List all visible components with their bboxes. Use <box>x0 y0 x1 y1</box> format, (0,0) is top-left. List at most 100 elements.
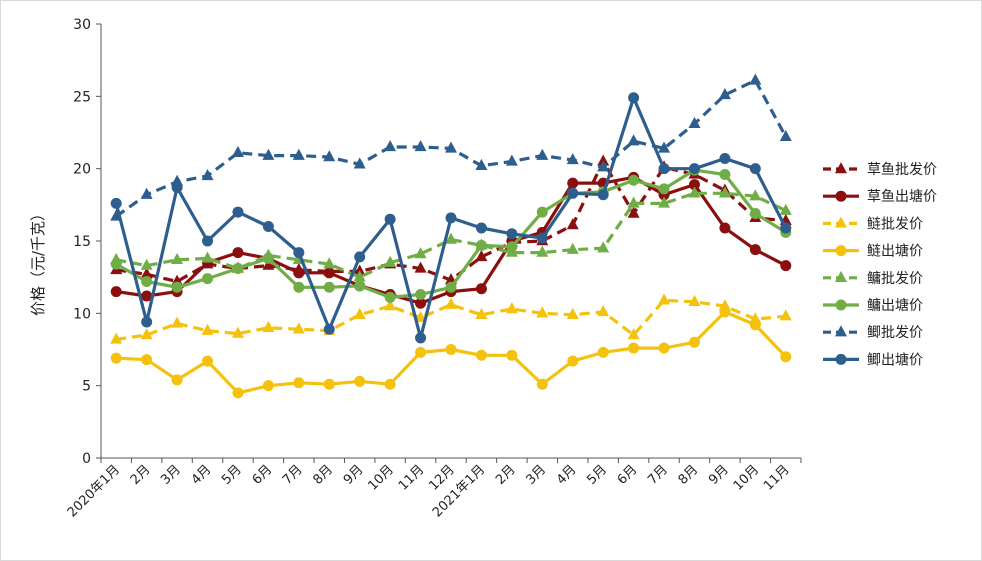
data-point <box>688 179 700 191</box>
legend-marker <box>835 270 847 282</box>
data-point <box>231 326 244 338</box>
data-point <box>262 258 275 270</box>
data-point <box>567 355 579 367</box>
data-point <box>171 374 183 386</box>
legend-marker <box>835 216 847 228</box>
data-point <box>323 267 335 279</box>
data-point <box>232 262 244 274</box>
data-point <box>688 163 700 175</box>
x-tick-label: 6月 <box>250 462 276 488</box>
x-tick-label: 5月 <box>584 462 610 488</box>
legend-marker <box>835 325 847 337</box>
x-tick-label: 4月 <box>189 462 215 488</box>
data-point <box>171 252 184 265</box>
data-point <box>718 186 731 198</box>
data-point <box>536 245 549 257</box>
y-tick-label: 0 <box>82 451 91 467</box>
data-point <box>688 186 701 198</box>
data-point <box>262 221 274 233</box>
data-point <box>323 323 335 335</box>
legend-marker <box>835 299 847 311</box>
legend-item: 鲢出塘价 <box>823 244 923 260</box>
data-point <box>475 307 488 319</box>
data-point <box>566 307 579 319</box>
series-5 <box>110 186 792 282</box>
y-tick-label: 25 <box>73 89 91 105</box>
x-tick-label: 10月 <box>365 462 396 493</box>
legend-label: 草鱼出塘价 <box>867 188 937 205</box>
x-tick-label: 8月 <box>310 462 336 488</box>
data-point <box>414 140 427 152</box>
data-point <box>140 258 153 270</box>
data-point <box>536 378 548 390</box>
data-point <box>658 342 670 354</box>
data-point <box>414 310 427 322</box>
data-point <box>475 283 487 295</box>
data-point <box>445 281 457 293</box>
data-point <box>202 355 214 367</box>
data-point <box>293 267 305 279</box>
data-point <box>749 163 761 175</box>
x-tick-label: 2月 <box>128 462 154 488</box>
series-line <box>115 298 786 341</box>
data-point <box>597 160 610 172</box>
data-point <box>353 307 366 319</box>
data-point <box>171 181 183 193</box>
data-point <box>323 150 336 162</box>
data-point <box>658 196 671 208</box>
legend-item: 鲫出塘价 <box>823 352 923 368</box>
data-point <box>506 241 518 253</box>
data-point <box>384 255 397 267</box>
data-point <box>110 352 122 364</box>
data-point <box>202 273 214 285</box>
legend-label: 草鱼批发价 <box>867 161 937 178</box>
data-point <box>354 375 366 387</box>
data-point <box>354 251 366 263</box>
data-point <box>353 264 366 276</box>
data-point <box>231 145 244 157</box>
data-point <box>566 153 579 165</box>
data-point <box>141 276 153 288</box>
data-point <box>292 148 305 160</box>
data-point <box>719 168 731 180</box>
x-tick-label: 2020年1月 <box>65 462 123 520</box>
data-point <box>566 218 579 230</box>
y-tick-label: 5 <box>82 379 91 395</box>
data-point <box>384 140 397 152</box>
x-tick-label: 11月 <box>761 462 792 493</box>
data-point <box>445 297 457 309</box>
y-axis-label: 价格（元/千克） <box>29 206 47 316</box>
x-tick-label: 5月 <box>219 462 245 488</box>
data-point <box>232 387 244 399</box>
data-point <box>445 232 457 244</box>
x-tick-label: 4月 <box>554 462 580 488</box>
data-point <box>749 244 761 256</box>
data-point <box>353 157 366 169</box>
data-point <box>140 267 153 279</box>
data-point <box>445 344 457 355</box>
data-point <box>415 297 427 309</box>
data-point <box>293 377 305 389</box>
legend-label: 鳙出塘价 <box>867 298 923 314</box>
legend-marker <box>835 190 847 202</box>
data-point <box>415 346 427 358</box>
legend-label: 鲫出塘价 <box>867 352 923 368</box>
data-point <box>445 212 457 224</box>
data-point <box>597 304 610 317</box>
data-point <box>627 328 640 340</box>
data-point <box>323 378 335 390</box>
legend-label: 鲢批发价 <box>867 216 923 232</box>
legend-item: 草鱼出塘价 <box>823 188 937 205</box>
x-tick-label: 9月 <box>706 462 732 488</box>
data-point <box>293 247 305 259</box>
data-point <box>201 251 214 263</box>
data-point <box>414 261 427 273</box>
data-point <box>536 206 548 218</box>
data-point <box>201 169 214 181</box>
data-point <box>475 239 487 251</box>
data-point <box>779 309 792 321</box>
data-point <box>201 323 214 335</box>
